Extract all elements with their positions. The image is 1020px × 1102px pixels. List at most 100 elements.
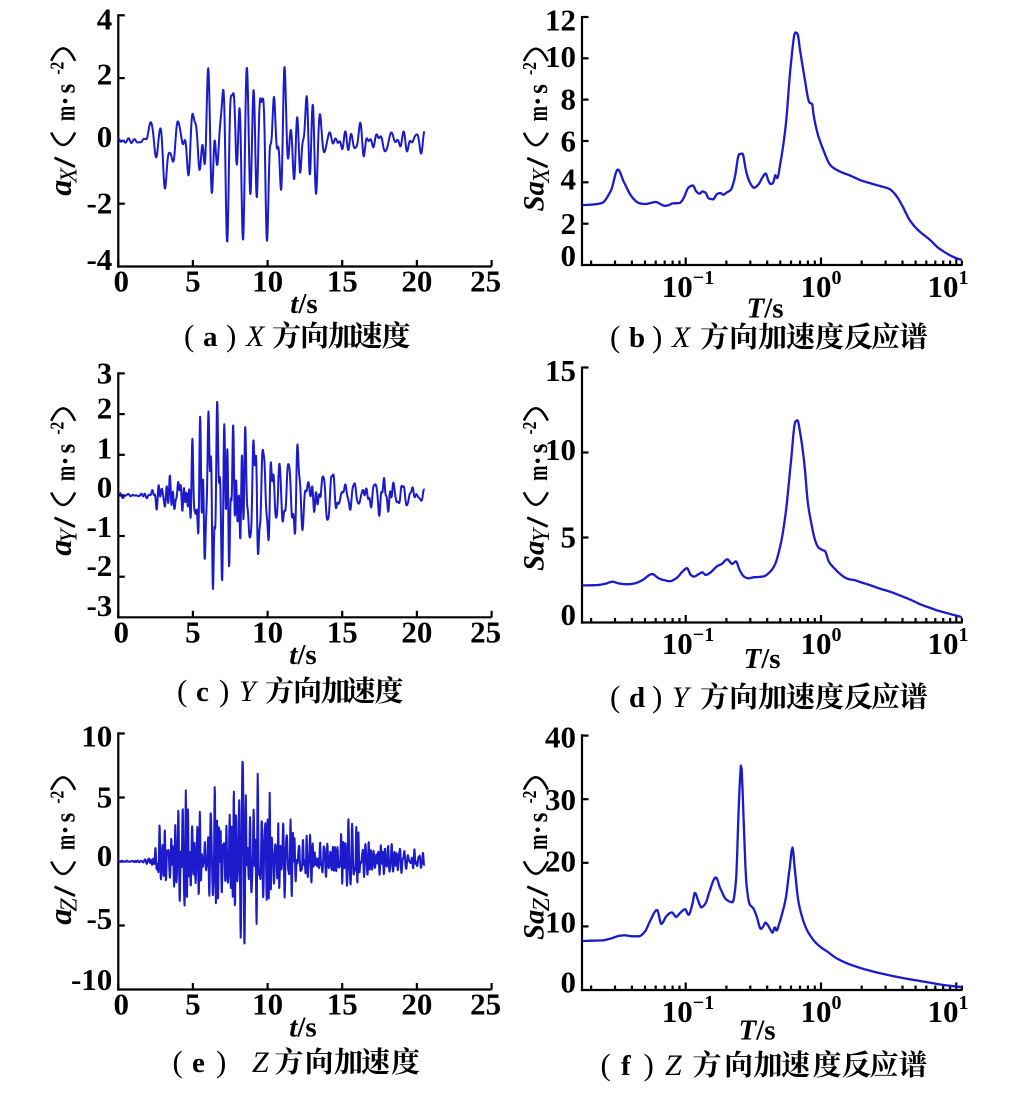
svg-text:f: f	[621, 1050, 631, 1082]
svg-text:·: ·	[50, 96, 81, 105]
svg-text:Sa: Sa	[518, 541, 551, 571]
svg-text:t/s: t/s	[289, 1012, 316, 1044]
svg-text:T/s: T/s	[738, 1015, 775, 1047]
svg-text:-2: -2	[86, 548, 112, 583]
svg-text:(: (	[177, 673, 187, 708]
svg-text:10: 10	[252, 264, 283, 299]
svg-text:-10: -10	[71, 962, 112, 997]
svg-text:-2: -2	[46, 422, 68, 435]
svg-text:(: (	[610, 679, 620, 714]
svg-text:0: 0	[114, 264, 130, 299]
svg-text:·: ·	[523, 825, 554, 834]
svg-text:20: 20	[545, 844, 576, 879]
svg-text:0: 0	[561, 597, 577, 632]
svg-text:10: 10	[545, 39, 576, 74]
svg-text:-1: -1	[86, 509, 112, 544]
svg-text:a: a	[203, 321, 218, 353]
svg-text:-2: -2	[518, 790, 540, 803]
svg-text:b: b	[629, 322, 645, 354]
svg-text:(: (	[601, 1047, 611, 1082]
svg-text:s: s	[50, 813, 81, 823]
svg-text:20: 20	[401, 987, 432, 1022]
svg-text:·: ·	[523, 456, 554, 465]
svg-text:): )	[219, 673, 229, 708]
svg-text:a: a	[42, 909, 78, 925]
svg-text:): )	[644, 1047, 654, 1082]
svg-text:25: 25	[470, 987, 501, 1022]
svg-text:5: 5	[185, 987, 201, 1022]
svg-text:20: 20	[401, 264, 432, 299]
svg-text:Z: Z	[529, 897, 555, 911]
svg-text:-3: -3	[86, 588, 112, 623]
svg-text:25: 25	[470, 264, 501, 299]
svg-text:0: 0	[561, 965, 577, 1000]
svg-text:Z: Z	[665, 1049, 682, 1082]
svg-text:(: (	[610, 319, 620, 354]
svg-text:3: 3	[97, 356, 113, 391]
svg-text:(: (	[173, 1044, 183, 1079]
svg-text:e: e	[192, 1047, 205, 1079]
svg-text:6: 6	[561, 124, 577, 159]
svg-text:-4: -4	[86, 242, 112, 277]
svg-text:d: d	[629, 682, 645, 714]
svg-text:s: s	[50, 444, 81, 454]
svg-text:2: 2	[97, 57, 113, 92]
svg-text:·: ·	[523, 97, 554, 106]
svg-text:25: 25	[470, 614, 501, 649]
svg-text:5: 5	[561, 520, 577, 555]
svg-text:10: 10	[81, 719, 112, 754]
svg-text:15: 15	[327, 264, 358, 299]
svg-text:m: m	[523, 106, 554, 121]
svg-text:-2: -2	[86, 185, 112, 220]
svg-text:a: a	[42, 180, 78, 196]
svg-text:8: 8	[561, 81, 577, 116]
svg-text:5: 5	[185, 614, 201, 649]
svg-text:1: 1	[97, 431, 113, 466]
svg-text:Y: Y	[672, 681, 692, 714]
svg-text:Sa: Sa	[518, 181, 551, 211]
svg-text:0: 0	[97, 838, 113, 873]
svg-text:20: 20	[401, 614, 432, 649]
svg-text:Y: Y	[529, 526, 555, 542]
svg-text:X: X	[245, 320, 266, 353]
svg-text:m: m	[523, 465, 554, 480]
svg-text:m: m	[51, 466, 82, 481]
svg-text:T/s: T/s	[746, 293, 783, 325]
svg-text:·: ·	[50, 456, 81, 465]
svg-text:Sa: Sa	[518, 910, 551, 940]
svg-text:10: 10	[252, 614, 283, 649]
svg-text:s: s	[523, 444, 554, 454]
svg-text:): )	[216, 1044, 226, 1079]
svg-text:t/s: t/s	[289, 639, 316, 671]
svg-text:-2: -2	[518, 62, 540, 75]
svg-text:15: 15	[327, 987, 358, 1022]
svg-text:a: a	[42, 540, 78, 556]
svg-text:Y: Y	[56, 527, 82, 543]
svg-text:0: 0	[97, 119, 113, 154]
svg-text:4: 4	[561, 162, 577, 197]
svg-text:·: ·	[50, 825, 81, 834]
svg-text:4: 4	[97, 2, 113, 37]
svg-text:s: s	[523, 84, 554, 94]
svg-text:m: m	[51, 835, 82, 850]
svg-text:Y: Y	[239, 675, 259, 708]
svg-text:c: c	[196, 676, 209, 708]
svg-text:): )	[652, 319, 662, 354]
svg-text:0: 0	[561, 238, 577, 273]
svg-text:(: (	[184, 318, 194, 353]
svg-text:-2: -2	[46, 62, 68, 75]
svg-text:Z: Z	[252, 1046, 269, 1079]
svg-text:): )	[652, 679, 662, 714]
svg-text:T/s: T/s	[743, 643, 780, 675]
svg-text:2: 2	[97, 391, 113, 426]
svg-text:s: s	[50, 84, 81, 94]
svg-text:0: 0	[114, 614, 130, 649]
svg-text:-5: -5	[86, 901, 112, 936]
svg-text:-2: -2	[518, 421, 540, 434]
svg-text:15: 15	[545, 353, 576, 388]
svg-text:0: 0	[114, 987, 130, 1022]
svg-text:5: 5	[97, 780, 113, 815]
svg-text:X: X	[529, 167, 555, 184]
svg-text:): )	[226, 318, 236, 353]
svg-text:-2: -2	[46, 791, 68, 804]
